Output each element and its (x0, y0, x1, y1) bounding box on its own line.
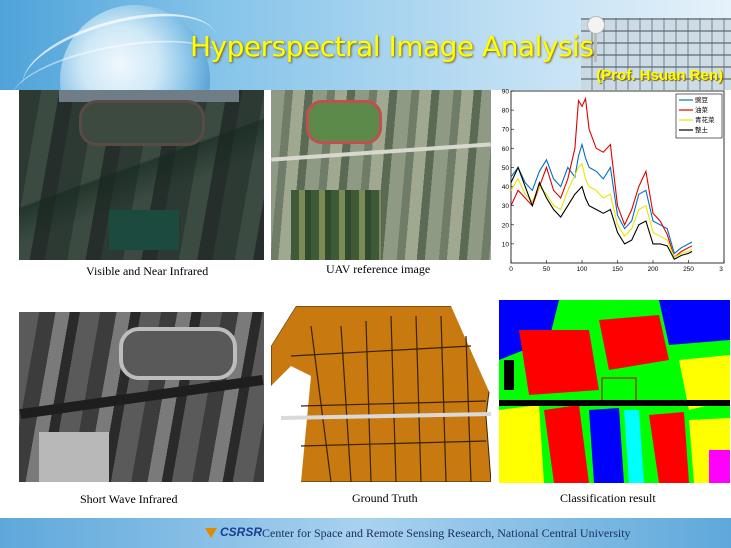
running-track (119, 327, 237, 380)
y-tick-label: 30 (502, 203, 510, 210)
y-tick-label: 80 (502, 108, 510, 115)
classification-map (499, 300, 730, 483)
series-line-3 (510, 165, 693, 260)
chart-legend (675, 93, 723, 139)
x-tick-label: 3 (719, 266, 723, 272)
legend-label-2: 青花菜 (695, 115, 715, 124)
spectral-chart-svg: 10 20 30 40 50 60 70 80 90 0 50 100 150 200 250 3 豌豆油菜青花… (502, 89, 725, 273)
building-windows (581, 18, 731, 90)
crop-patch (109, 210, 179, 250)
series-line-1 (510, 96, 693, 259)
swir-image (19, 312, 264, 482)
vnir-caption: Visible and Near Infrared (86, 264, 209, 278)
spectral-chart: 10 20 30 40 50 60 70 80 90 0 50 100 150 200 250 3 豌豆 油菜 青花… (499, 87, 730, 273)
y-tick-label: 50 (502, 165, 510, 172)
footer-text: Center for Space and Remote Sensing Rese… (262, 526, 631, 540)
x-tick-label: 150 (612, 266, 623, 272)
sports-field (79, 100, 205, 146)
satellite-dish-icon (587, 16, 605, 34)
y-tick-label: 20 (502, 222, 510, 229)
x-tick-label: 0 (509, 266, 513, 272)
classification-image (499, 300, 730, 483)
y-tick-label: 60 (502, 146, 510, 153)
ground-truth-image (271, 306, 491, 482)
y-tick-label: 90 (502, 89, 510, 96)
x-tick-label: 250 (683, 266, 694, 272)
swir-caption: Short Wave Infrared (80, 492, 178, 506)
classification-caption: Classification result (560, 491, 656, 505)
crop-fields (291, 190, 381, 260)
ground-truth-map (271, 306, 491, 482)
running-track (306, 100, 382, 144)
bright-field (39, 432, 109, 482)
vnir-image (19, 90, 264, 260)
csrsr-logo-icon (205, 528, 217, 538)
y-tick-label: 70 (502, 127, 510, 134)
x-tick-label: 50 (543, 266, 551, 272)
building-area (59, 90, 239, 102)
slide-header: Hyperspectral Image Analysis (Prof. Hsua… (0, 0, 731, 90)
slide-subtitle: (Prof. Hsuan Ren) (596, 67, 723, 84)
road (271, 142, 491, 162)
uav-caption: UAV reference image (326, 262, 431, 276)
legend-label-3: 整土 (695, 125, 709, 134)
legend-label-1: 油菜 (695, 105, 709, 114)
slide-title: Hyperspectral Image Analysis (190, 30, 594, 63)
legend-label-0: 豌豆 (695, 95, 709, 104)
csrsr-logo-text: CSRSR (220, 525, 263, 539)
antenna-mast (594, 32, 597, 62)
y-tick-label: 10 (502, 241, 510, 248)
x-tick-label: 100 (577, 266, 588, 272)
uav-reference-image (271, 90, 491, 260)
x-tick-label: 200 (648, 266, 659, 272)
ground-truth-caption: Ground Truth (352, 491, 418, 505)
footer-bar: CSRSR Center for Space and Remote Sensin… (0, 518, 731, 548)
y-tick-label: 40 (502, 184, 510, 191)
road (19, 374, 264, 420)
